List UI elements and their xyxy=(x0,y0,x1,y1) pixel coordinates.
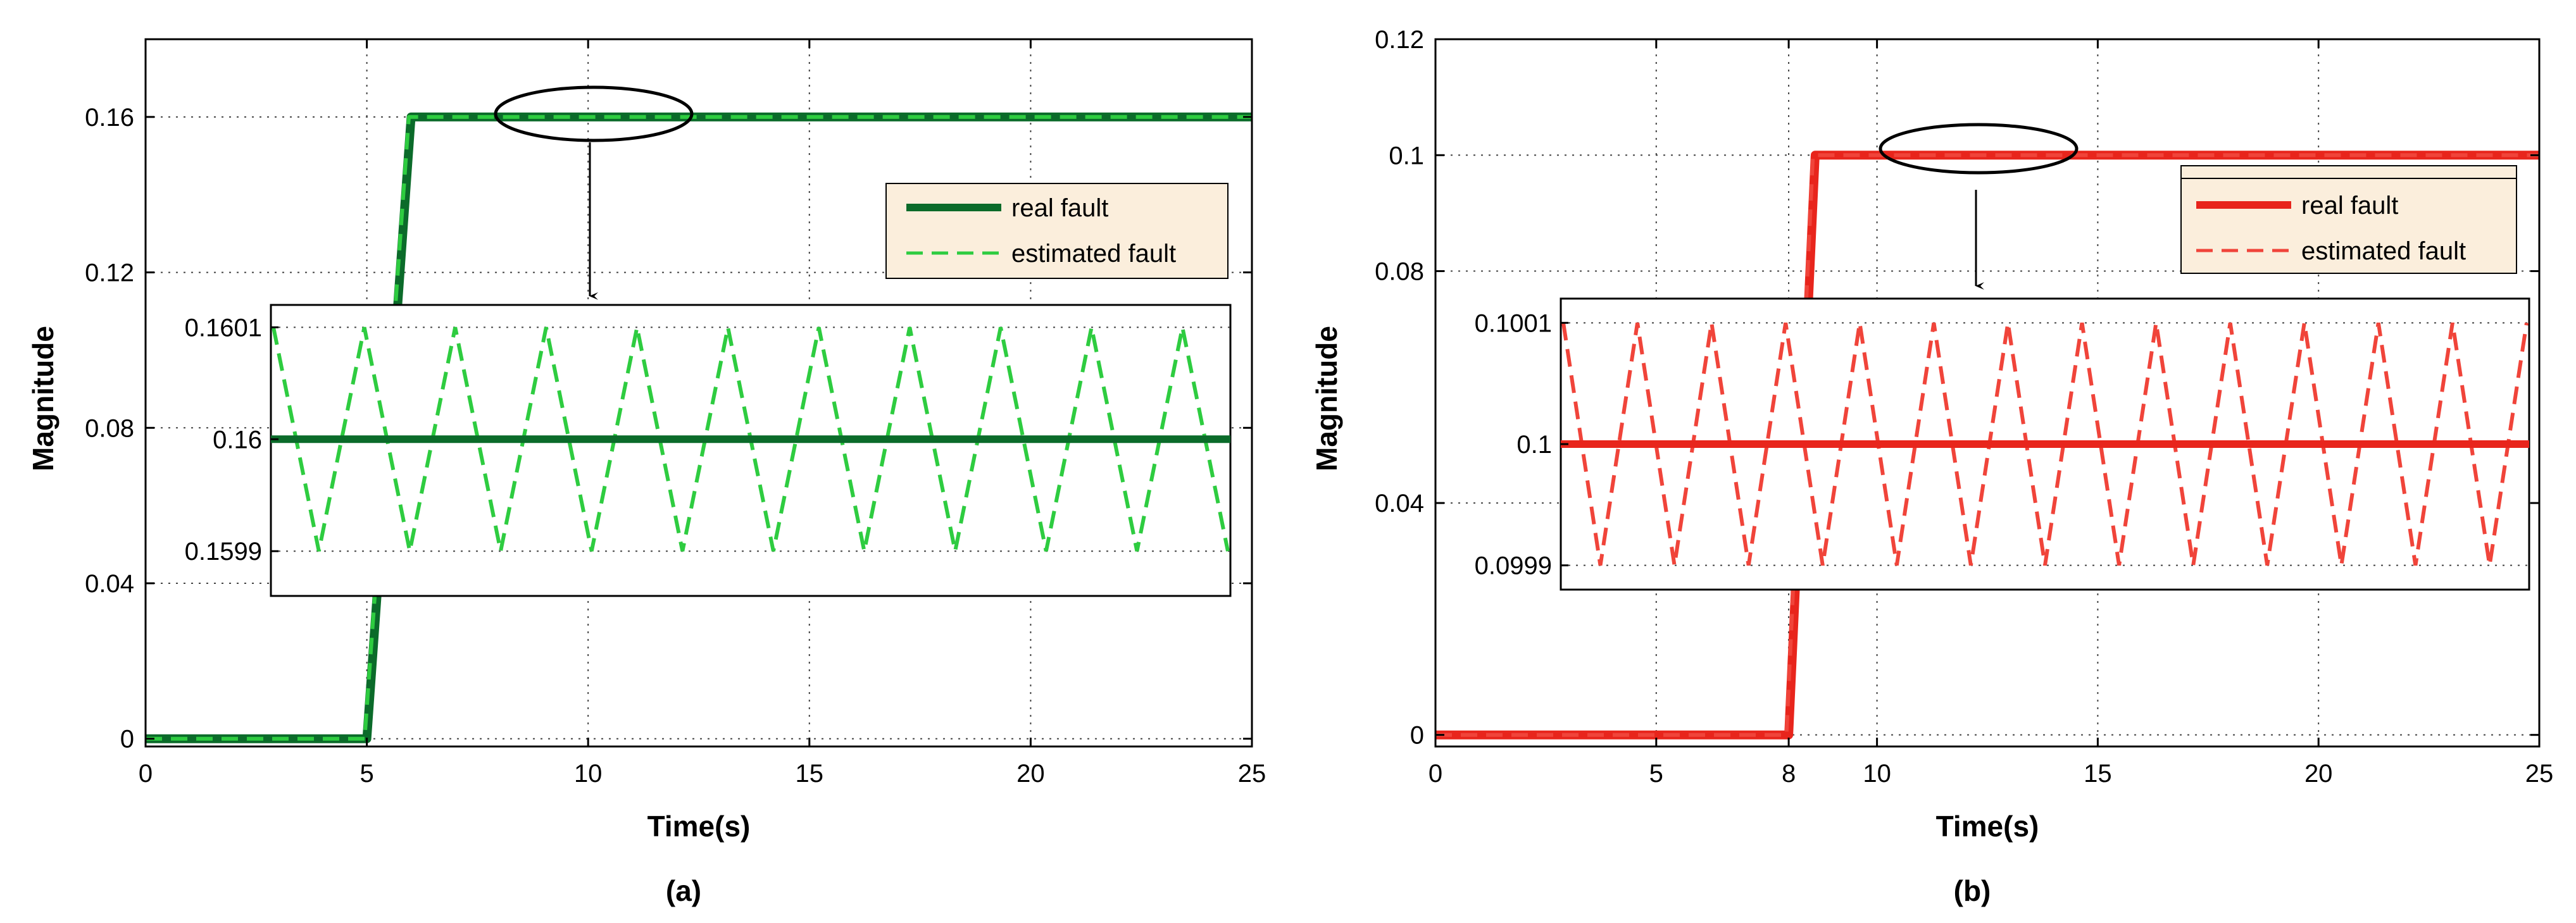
panel-b-xticks: 0 5 8 10 15 20 25 xyxy=(1429,39,2553,788)
a-inset-ytick-label-1: 0.16 xyxy=(213,426,262,454)
b-xtick-label-0: 0 xyxy=(1429,760,1442,788)
b-ytick-label-3: 0.1 xyxy=(1389,142,1424,170)
panel-a-caption: (a) xyxy=(666,874,701,907)
b-xtick-label-2: 8 xyxy=(1782,760,1796,788)
panel-b-zoom-ellipse xyxy=(1879,123,2079,175)
b-inset-ytick-label-2: 0.1001 xyxy=(1475,309,1552,337)
a-xtick-label-5: 25 xyxy=(1238,760,1266,788)
panel-a-legend: real fault estimated fault xyxy=(885,183,1229,279)
a-xtick-label-4: 20 xyxy=(1016,760,1045,788)
a-inset-ytick-label-2: 0.1601 xyxy=(185,314,262,342)
panel-b-yticks: 0 0.04 0.08 0.1 0.12 xyxy=(1375,26,2539,750)
b-xtick-label-4: 15 xyxy=(2084,760,2112,788)
panel-a-series-estimated-fault xyxy=(146,115,1252,741)
panel-b-ylabel: Magnitude xyxy=(1310,326,1343,471)
panel-b-inset: 0.0999 0.1 0.1001 xyxy=(1475,297,2530,591)
panel-b-legend-label-real: real fault xyxy=(2301,192,2398,220)
a-ytick-label-0: 0 xyxy=(120,726,134,753)
a-ytick-label-4: 0.16 xyxy=(85,104,134,132)
a-ytick-label-3: 0.12 xyxy=(85,259,134,287)
panel-b-legend-label-est: estimated fault xyxy=(2301,237,2466,265)
b-inset-ytick-label-1: 0.1 xyxy=(1516,431,1552,459)
panel-a-legend-label-real: real fault xyxy=(1011,194,1108,222)
b-ytick-label-1: 0.04 xyxy=(1375,490,1424,517)
b-ytick-label-0: 0 xyxy=(1410,722,1424,750)
a-xtick-label-2: 10 xyxy=(574,760,603,788)
panel-b-inset-estimated-fault xyxy=(1561,322,2529,566)
a-xtick-label-0: 0 xyxy=(139,760,153,788)
b-ytick-label-4: 0.12 xyxy=(1375,26,1424,54)
panel-a: 0 5 10 15 20 25 0 0.04 0.08 0.12 0.16 Time(s) Mag… xyxy=(27,38,1266,907)
a-xtick-label-3: 15 xyxy=(796,760,824,788)
panel-b-xlabel: Time(s) xyxy=(1936,810,2039,843)
panel-b-inset-yticks: 0.0999 0.1 0.1001 xyxy=(1475,309,1568,580)
panel-b-legend-box xyxy=(2180,165,2517,274)
a-ytick-label-2: 0.08 xyxy=(85,414,134,442)
b-xtick-label-6: 25 xyxy=(2525,760,2554,788)
panel-b-caption: (b) xyxy=(1954,874,1991,907)
b-xtick-label-3: 10 xyxy=(1863,760,1891,788)
b-inset-ytick-label-0: 0.0999 xyxy=(1475,552,1552,580)
panel-a-legend-label-est: estimated fault xyxy=(1011,240,1176,268)
panel-a-inset-yticks: 0.1599 0.16 0.1601 xyxy=(185,314,278,566)
panel-b-axes-box xyxy=(1434,38,2541,748)
a-ytick-label-1: 0.04 xyxy=(85,570,134,598)
panel-b-legend: real fault estimated fault xyxy=(2180,165,2517,274)
panel-a-legend-box xyxy=(885,183,1229,279)
a-inset-ytick-label-0: 0.1599 xyxy=(185,538,262,566)
panel-a-inset: 0.1599 0.16 0.1601 xyxy=(185,304,1232,597)
panel-a-axes-box xyxy=(144,38,1253,748)
panel-a-zoom-ellipse xyxy=(494,85,694,142)
b-xtick-label-1: 5 xyxy=(1649,760,1663,788)
panel-b: 0 5 8 10 15 20 25 0 0.04 0.08 0.1 0.12 Time(s) Mag… xyxy=(1310,26,2553,907)
panel-a-xticks: 0 5 10 15 20 25 xyxy=(139,39,1266,788)
panel-a-ylabel: Magnitude xyxy=(27,326,59,471)
a-xtick-label-1: 5 xyxy=(360,760,373,788)
panel-a-inset-box xyxy=(270,304,1232,597)
b-xtick-label-5: 20 xyxy=(2304,760,2333,788)
panel-a-yticks: 0 0.04 0.08 0.12 0.16 xyxy=(85,104,1252,753)
panel-a-xlabel: Time(s) xyxy=(647,810,751,843)
b-ytick-label-2: 0.08 xyxy=(1375,258,1424,286)
